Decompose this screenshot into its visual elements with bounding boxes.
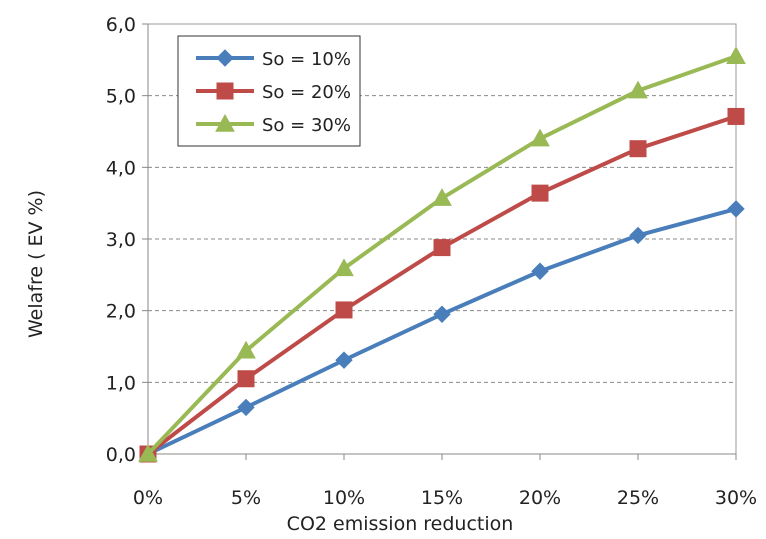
data-point xyxy=(531,184,549,202)
x-tick-label: 20% xyxy=(519,487,561,509)
data-point xyxy=(433,305,451,323)
x-tick-label: 10% xyxy=(323,487,365,509)
data-point xyxy=(236,340,256,359)
data-point xyxy=(138,443,158,462)
legend-marker xyxy=(216,82,234,100)
x-tick-label: 5% xyxy=(231,487,261,509)
y-tick-label: 0,0 xyxy=(106,444,136,466)
data-point xyxy=(335,301,353,319)
legend-label: So = 20% xyxy=(262,82,351,103)
y-tick-label: 4,0 xyxy=(106,157,136,179)
y-axis-label: Welafre ( EV %) xyxy=(25,190,47,338)
legend-marker xyxy=(215,113,235,132)
legend: So = 10% So = 20% So = 30% xyxy=(177,35,361,147)
data-point xyxy=(433,239,451,257)
x-tick-labels: 0% 5% 10% 15% 20% 25% 30% xyxy=(133,454,757,509)
data-point xyxy=(629,226,647,245)
y-tick-label: 1,0 xyxy=(106,372,136,394)
series-2 xyxy=(139,107,745,463)
series-3 xyxy=(138,46,746,462)
data-point xyxy=(335,351,353,369)
y-tick-labels: 0,0 1,0 2,0 3,0 4,0 5,0 6,0 xyxy=(106,14,148,466)
y-tick-label: 6,0 xyxy=(106,14,136,36)
legend-marker xyxy=(216,49,234,67)
data-point xyxy=(727,200,745,218)
x-tick-label: 15% xyxy=(421,487,463,509)
legend-label: So = 10% xyxy=(262,49,351,70)
legend-label: So = 30% xyxy=(262,115,351,136)
data-point xyxy=(432,188,452,206)
data-point xyxy=(530,128,550,147)
data-point xyxy=(628,80,648,99)
data-point xyxy=(334,258,354,277)
data-point xyxy=(531,262,549,280)
data-point xyxy=(629,140,647,158)
x-tick-label: 30% xyxy=(715,487,757,509)
x-tick-label: 0% xyxy=(133,487,163,509)
x-axis-label: CO2 emission reduction xyxy=(287,513,514,535)
y-tick-label: 2,0 xyxy=(106,301,136,323)
data-point xyxy=(726,46,746,64)
data-point xyxy=(237,370,255,388)
series-layer xyxy=(138,46,746,463)
y-tick-label: 3,0 xyxy=(106,229,136,251)
data-point xyxy=(727,107,745,125)
x-tick-label: 25% xyxy=(617,487,659,509)
y-tick-label: 5,0 xyxy=(106,86,136,108)
data-point xyxy=(237,398,255,417)
